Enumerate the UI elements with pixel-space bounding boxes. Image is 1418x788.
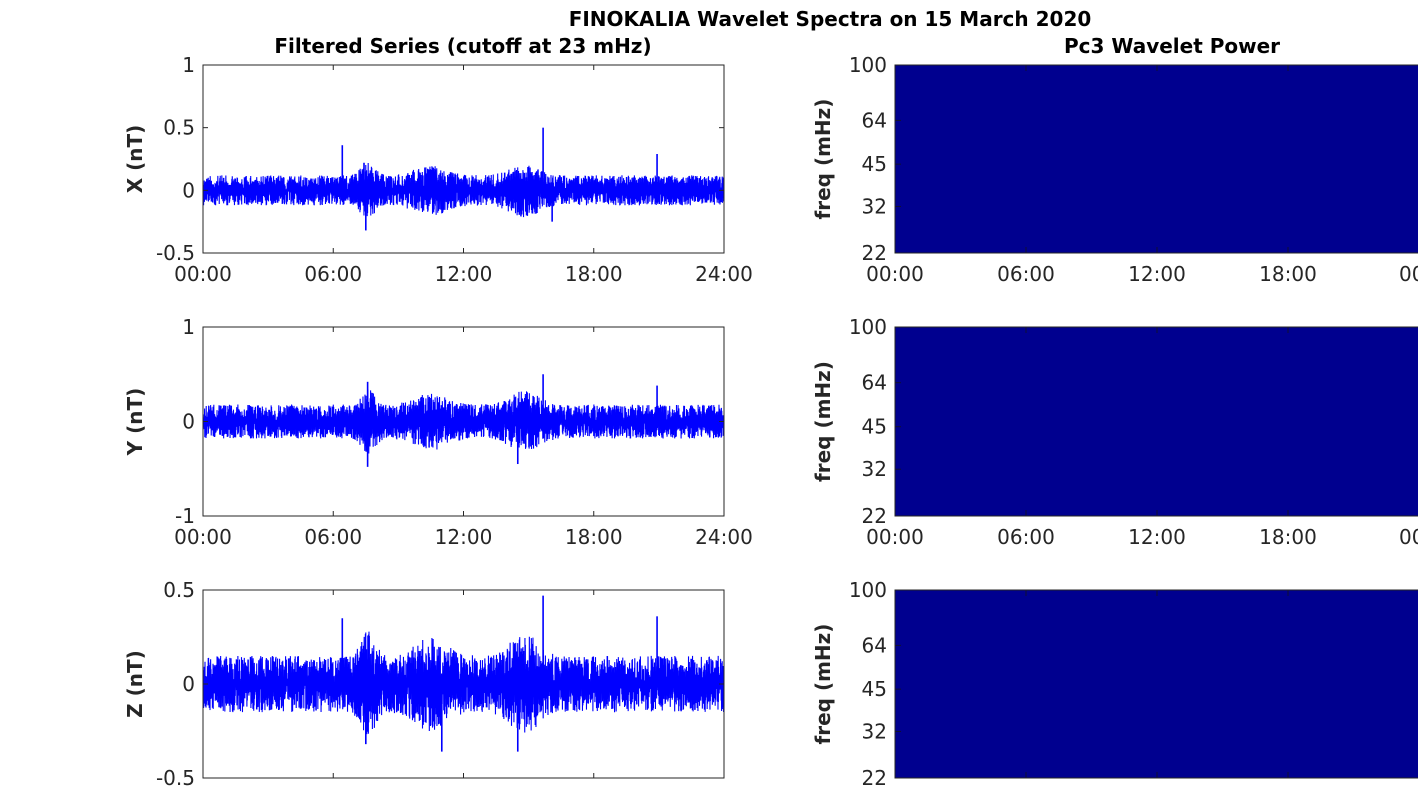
z-wavelet-panel: 22 32 45 64 100 freq (mHz): [811, 578, 1418, 788]
y-wavelet-ytick-label-0: 22: [862, 504, 887, 528]
x-component-ytick-label-2: 0.5: [163, 116, 195, 140]
y-wavelet-xtick-label-2: 12:00: [1128, 525, 1186, 549]
right-column-title: Pc3 Wavelet Power: [1064, 34, 1280, 58]
z-wavelet-ytick-label-1: 32: [862, 719, 887, 743]
x-wavelet-panel: 22 32 45 64 100 00:00 06:00 12:00 18:00 00 freq (m…: [811, 53, 1418, 286]
y-wavelet-ytick-label-4: 100: [849, 315, 887, 339]
y-component-xtick-label-4: 24:00: [695, 525, 753, 549]
y-component-ylabel: Y (nT): [123, 388, 147, 457]
y-component-ytick-label-0: -1: [175, 504, 195, 528]
y-component-xtick-label-3: 18:00: [565, 525, 623, 549]
y-wavelet-xtick-label-0: 00:00: [866, 525, 924, 549]
x-wavelet-ytick-label-1: 32: [862, 194, 887, 218]
left-column-title: Filtered Series (cutoff at 23 mHz): [274, 34, 651, 58]
x-wavelet-xtick-label-3: 18:00: [1259, 262, 1317, 286]
y-wavelet-xtick-label-4: 00: [1399, 525, 1418, 549]
x-wavelet-ytick-label-2: 45: [862, 152, 887, 176]
y-wavelet-power-field: [895, 327, 1418, 516]
x-wavelet-xtick-label-1: 06:00: [997, 262, 1055, 286]
y-wavelet-ytick-label-2: 45: [862, 415, 887, 439]
z-component-panel: -0.5 0 0.5 Z (nT): [123, 578, 725, 788]
x-component-plot-area: [203, 65, 724, 253]
x-component-xtick-label-0: 00:00: [174, 262, 232, 286]
x-component-panel: -0.5 0 0.5 1 00:00 06:00 12:00 18:00 24:00 X (nT): [123, 53, 753, 286]
x-wavelet-ytick-label-0: 22: [862, 241, 887, 265]
y-component-xtick-label-1: 06:00: [304, 525, 362, 549]
y-component-xtick-label-0: 00:00: [174, 525, 232, 549]
x-component-ytick-label-0: -0.5: [156, 241, 195, 265]
y-component-ytick-label-1: 0: [182, 410, 195, 434]
y-wavelet-xtick-label-1: 06:00: [997, 525, 1055, 549]
x-wavelet-xtick-label-0: 00:00: [866, 262, 924, 286]
x-component-xtick-label-4: 24:00: [695, 262, 753, 286]
x-component-ytick-label-3: 1: [182, 53, 195, 77]
x-component-xtick-label-1: 06:00: [304, 262, 362, 286]
x-component-ytick-label-1: 0: [182, 178, 195, 202]
y-wavelet-panel: 22 32 45 64 100 00:00 06:00 12:00 18:00 00 freq (m…: [811, 315, 1418, 549]
x-component-xtick-label-2: 12:00: [435, 262, 493, 286]
z-component-ytick-label-0: -0.5: [156, 766, 195, 788]
z-wavelet-power-field: [895, 590, 1418, 778]
y-wavelet-ytick-label-3: 64: [862, 371, 887, 395]
x-component-ylabel: X (nT): [123, 125, 147, 194]
y-component-panel: -1 0 1 00:00 06:00 12:00 18:00 24:00 Y (nT): [123, 315, 753, 549]
x-wavelet-power-field: [895, 65, 1418, 253]
z-wavelet-frame: [894, 589, 1418, 779]
panels: -0.5 0 0.5 1 00:00 06:00 12:00 18:00 24:00 X (nT)…: [123, 53, 1418, 788]
y-component-ytick-label-2: 1: [182, 315, 195, 339]
z-component-ylabel: Z (nT): [123, 650, 147, 718]
z-component-ytick-label-2: 0.5: [163, 578, 195, 602]
z-wavelet-ylabel: freq (mHz): [811, 624, 835, 745]
z-wavelet-ytick-label-4: 100: [849, 578, 887, 602]
z-wavelet-ytick-label-3: 64: [862, 633, 887, 657]
x-wavelet-xtick-label-4: 00: [1399, 262, 1418, 286]
z-component-signal-line: [203, 631, 724, 735]
y-component-frame: [202, 326, 725, 517]
figure-title: FINOKALIA Wavelet Spectra on 15 March 20…: [569, 7, 1092, 31]
x-wavelet-ytick-label-3: 64: [862, 108, 887, 132]
x-wavelet-ylabel: freq (mHz): [811, 99, 835, 220]
y-component-signal-line: [203, 389, 724, 454]
x-wavelet-frame: [894, 64, 1418, 254]
y-wavelet-frame: [894, 326, 1418, 517]
x-wavelet-xtick-label-2: 12:00: [1128, 262, 1186, 286]
x-component-xtick-label-3: 18:00: [565, 262, 623, 286]
x-wavelet-ytick-label-4: 100: [849, 53, 887, 77]
z-wavelet-ytick-label-0: 22: [862, 766, 887, 788]
y-component-xtick-label-2: 12:00: [435, 525, 493, 549]
y-wavelet-ylabel: freq (mHz): [811, 361, 835, 482]
z-component-frame: [202, 589, 725, 779]
y-wavelet-ytick-label-1: 32: [862, 457, 887, 481]
x-component-signal-line: [203, 163, 724, 218]
y-wavelet-xtick-label-3: 18:00: [1259, 525, 1317, 549]
z-wavelet-ytick-label-2: 45: [862, 677, 887, 701]
z-component-ytick-label-1: 0: [182, 672, 195, 696]
x-component-frame: [202, 64, 725, 254]
